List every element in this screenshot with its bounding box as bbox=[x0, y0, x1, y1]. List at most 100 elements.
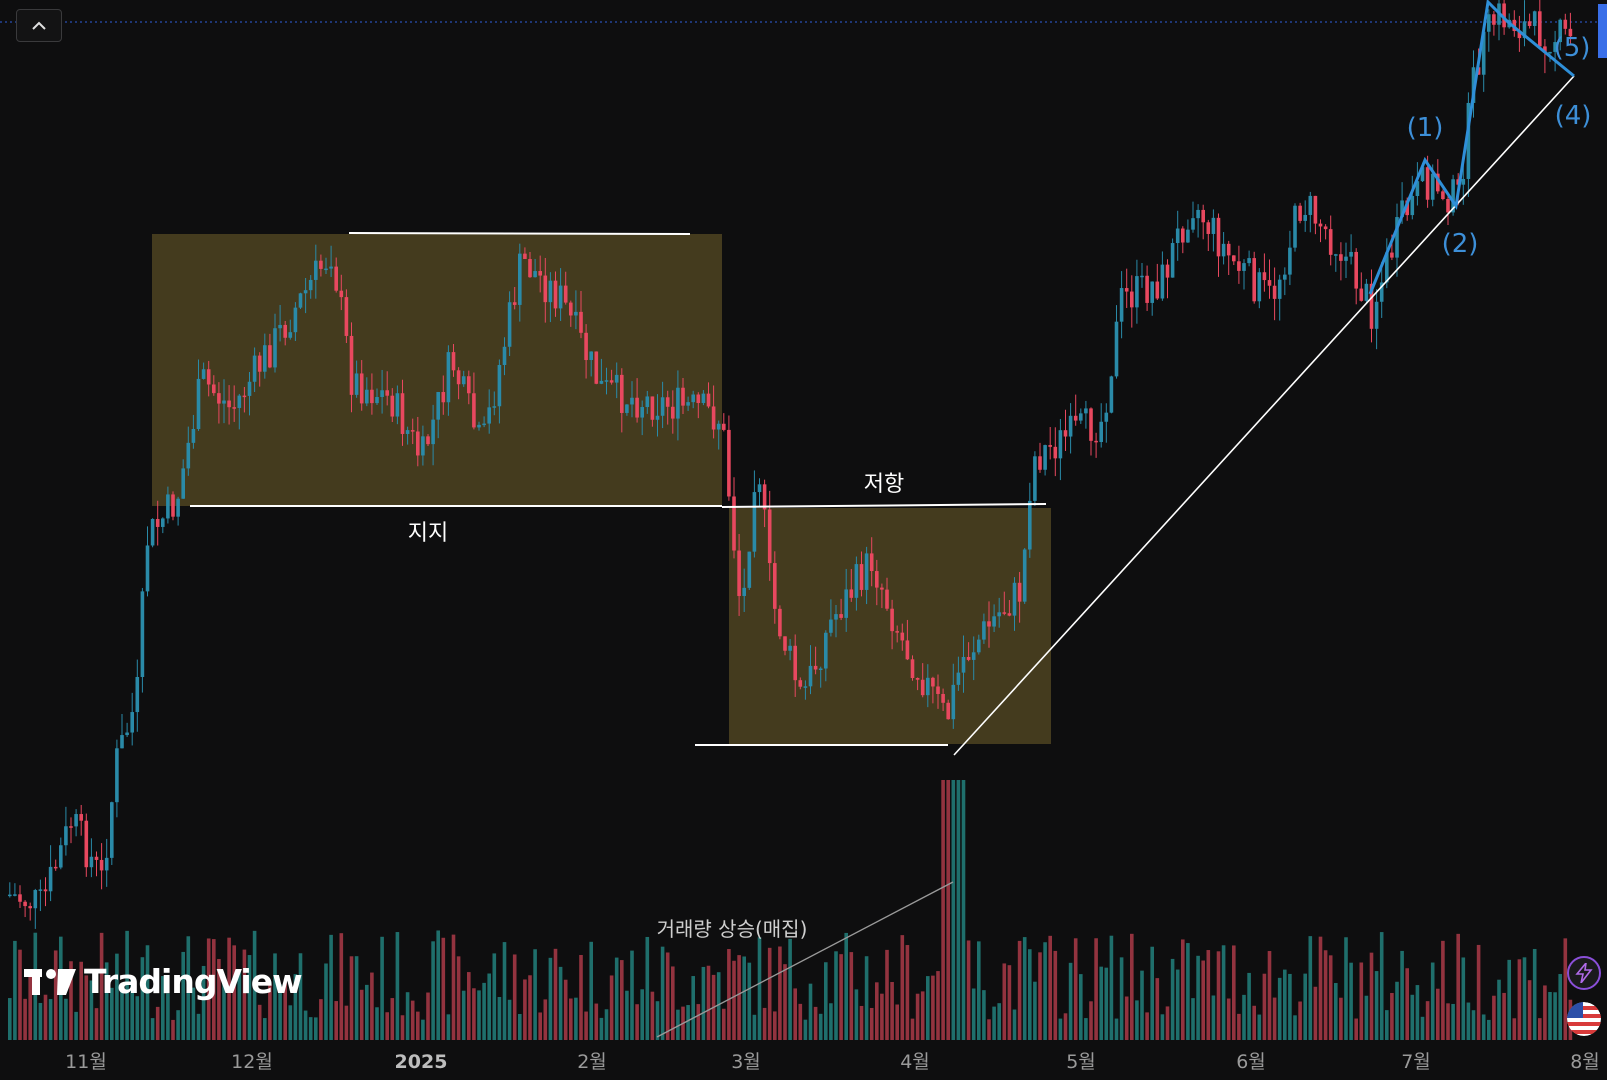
candle-body bbox=[1379, 282, 1384, 302]
candle-body bbox=[1043, 445, 1047, 470]
lightning-icon bbox=[1575, 963, 1593, 983]
candle-body bbox=[722, 423, 726, 430]
candle-body bbox=[961, 656, 966, 673]
wave-label-1: (1) bbox=[1407, 113, 1444, 143]
volume-bar bbox=[375, 1007, 379, 1040]
candle-body bbox=[859, 564, 864, 590]
volume-bar bbox=[410, 1000, 415, 1040]
candle-body bbox=[1135, 276, 1139, 308]
candle-body bbox=[808, 665, 813, 687]
candle-body bbox=[1308, 195, 1313, 215]
volume-bar bbox=[1385, 1010, 1389, 1040]
candle-body bbox=[456, 370, 461, 385]
volume-bar bbox=[400, 1015, 405, 1040]
volume-bar bbox=[507, 999, 512, 1040]
candle-body bbox=[257, 355, 262, 372]
candle-body bbox=[196, 378, 201, 429]
volume-bar bbox=[885, 949, 889, 1040]
candle-body bbox=[314, 260, 318, 280]
volume-bar bbox=[1232, 945, 1236, 1040]
volume-bar bbox=[155, 1006, 160, 1040]
volume-bar bbox=[982, 990, 986, 1040]
volume-bar bbox=[1140, 970, 1144, 1040]
volume-bar bbox=[1160, 1014, 1165, 1040]
collapse-button[interactable] bbox=[16, 9, 62, 42]
volume-bar bbox=[13, 940, 17, 1040]
candle-body bbox=[436, 392, 440, 420]
candle-body bbox=[665, 397, 670, 407]
wave-label-2: (2) bbox=[1442, 229, 1479, 259]
candle-body bbox=[1334, 254, 1338, 256]
candle-body bbox=[533, 271, 537, 278]
volume-bar bbox=[385, 1012, 389, 1040]
candle-body bbox=[1170, 243, 1175, 278]
candle-body bbox=[1344, 256, 1348, 261]
candle-body bbox=[298, 293, 303, 308]
candle-body bbox=[951, 684, 956, 720]
volume-bar bbox=[94, 1008, 99, 1040]
candle-body bbox=[1165, 264, 1170, 278]
candle-body bbox=[28, 906, 32, 909]
candle-body bbox=[1466, 102, 1471, 179]
volume-bar bbox=[222, 982, 226, 1040]
volume-bar bbox=[308, 1017, 313, 1040]
volume-bar bbox=[456, 956, 461, 1040]
volume-bar bbox=[1339, 997, 1343, 1040]
volume-bar bbox=[824, 962, 828, 1040]
candle-body bbox=[1267, 280, 1272, 286]
volume-bar bbox=[1267, 951, 1272, 1040]
candle-body bbox=[1390, 252, 1394, 258]
volume-bar bbox=[1283, 969, 1287, 1040]
candle-body bbox=[1461, 178, 1466, 185]
candle-body bbox=[421, 436, 425, 456]
volume-bar bbox=[523, 979, 527, 1040]
candle-body bbox=[451, 352, 456, 371]
volume-bar bbox=[1186, 943, 1190, 1040]
uptrend-line bbox=[953, 75, 1575, 756]
volume-bar bbox=[1359, 962, 1364, 1040]
volume-bar bbox=[380, 936, 384, 1040]
candle-body bbox=[1201, 209, 1205, 223]
candle-body bbox=[150, 519, 155, 546]
candle-body bbox=[467, 376, 471, 394]
volume-bar bbox=[1038, 952, 1042, 1040]
volume-bar bbox=[727, 949, 731, 1040]
volume-bar bbox=[1349, 962, 1353, 1040]
candle-body bbox=[502, 346, 507, 365]
volume-bar bbox=[1155, 978, 1160, 1040]
volume-bar bbox=[533, 949, 537, 1040]
volume-bar bbox=[1262, 973, 1267, 1040]
candle-body bbox=[288, 332, 293, 338]
candle-body bbox=[584, 332, 588, 361]
candle-body bbox=[166, 494, 170, 519]
volume-bar bbox=[390, 998, 395, 1040]
alerts-button[interactable] bbox=[1567, 956, 1601, 990]
volume-bar bbox=[1446, 1003, 1450, 1040]
candle-body bbox=[110, 802, 114, 858]
candle-body bbox=[767, 509, 772, 564]
volume-bar bbox=[1298, 1001, 1302, 1040]
volume-bar bbox=[1461, 957, 1466, 1040]
candle-body bbox=[319, 260, 323, 269]
volume-bar bbox=[966, 940, 971, 1040]
candle-body bbox=[1354, 251, 1358, 289]
volume-bar bbox=[79, 961, 83, 1040]
volume-bar bbox=[910, 1018, 915, 1040]
volume-bar bbox=[502, 942, 507, 1040]
candle-body bbox=[1492, 14, 1496, 25]
volume-bar bbox=[691, 976, 695, 1040]
volume-bar bbox=[716, 972, 721, 1040]
candle-body bbox=[691, 394, 695, 403]
volume-bar bbox=[1527, 980, 1532, 1040]
volume-bar bbox=[880, 993, 884, 1040]
volume-bar bbox=[813, 1006, 818, 1040]
x-tick-label: 5월 bbox=[1066, 1051, 1096, 1073]
region-flag-button[interactable] bbox=[1567, 1002, 1601, 1036]
candle-body bbox=[854, 564, 859, 598]
volume-bar bbox=[1436, 988, 1440, 1040]
candle-body bbox=[1211, 217, 1216, 234]
candle-body bbox=[1415, 181, 1420, 196]
volume-bar bbox=[1328, 955, 1333, 1040]
candle-body bbox=[757, 484, 762, 493]
